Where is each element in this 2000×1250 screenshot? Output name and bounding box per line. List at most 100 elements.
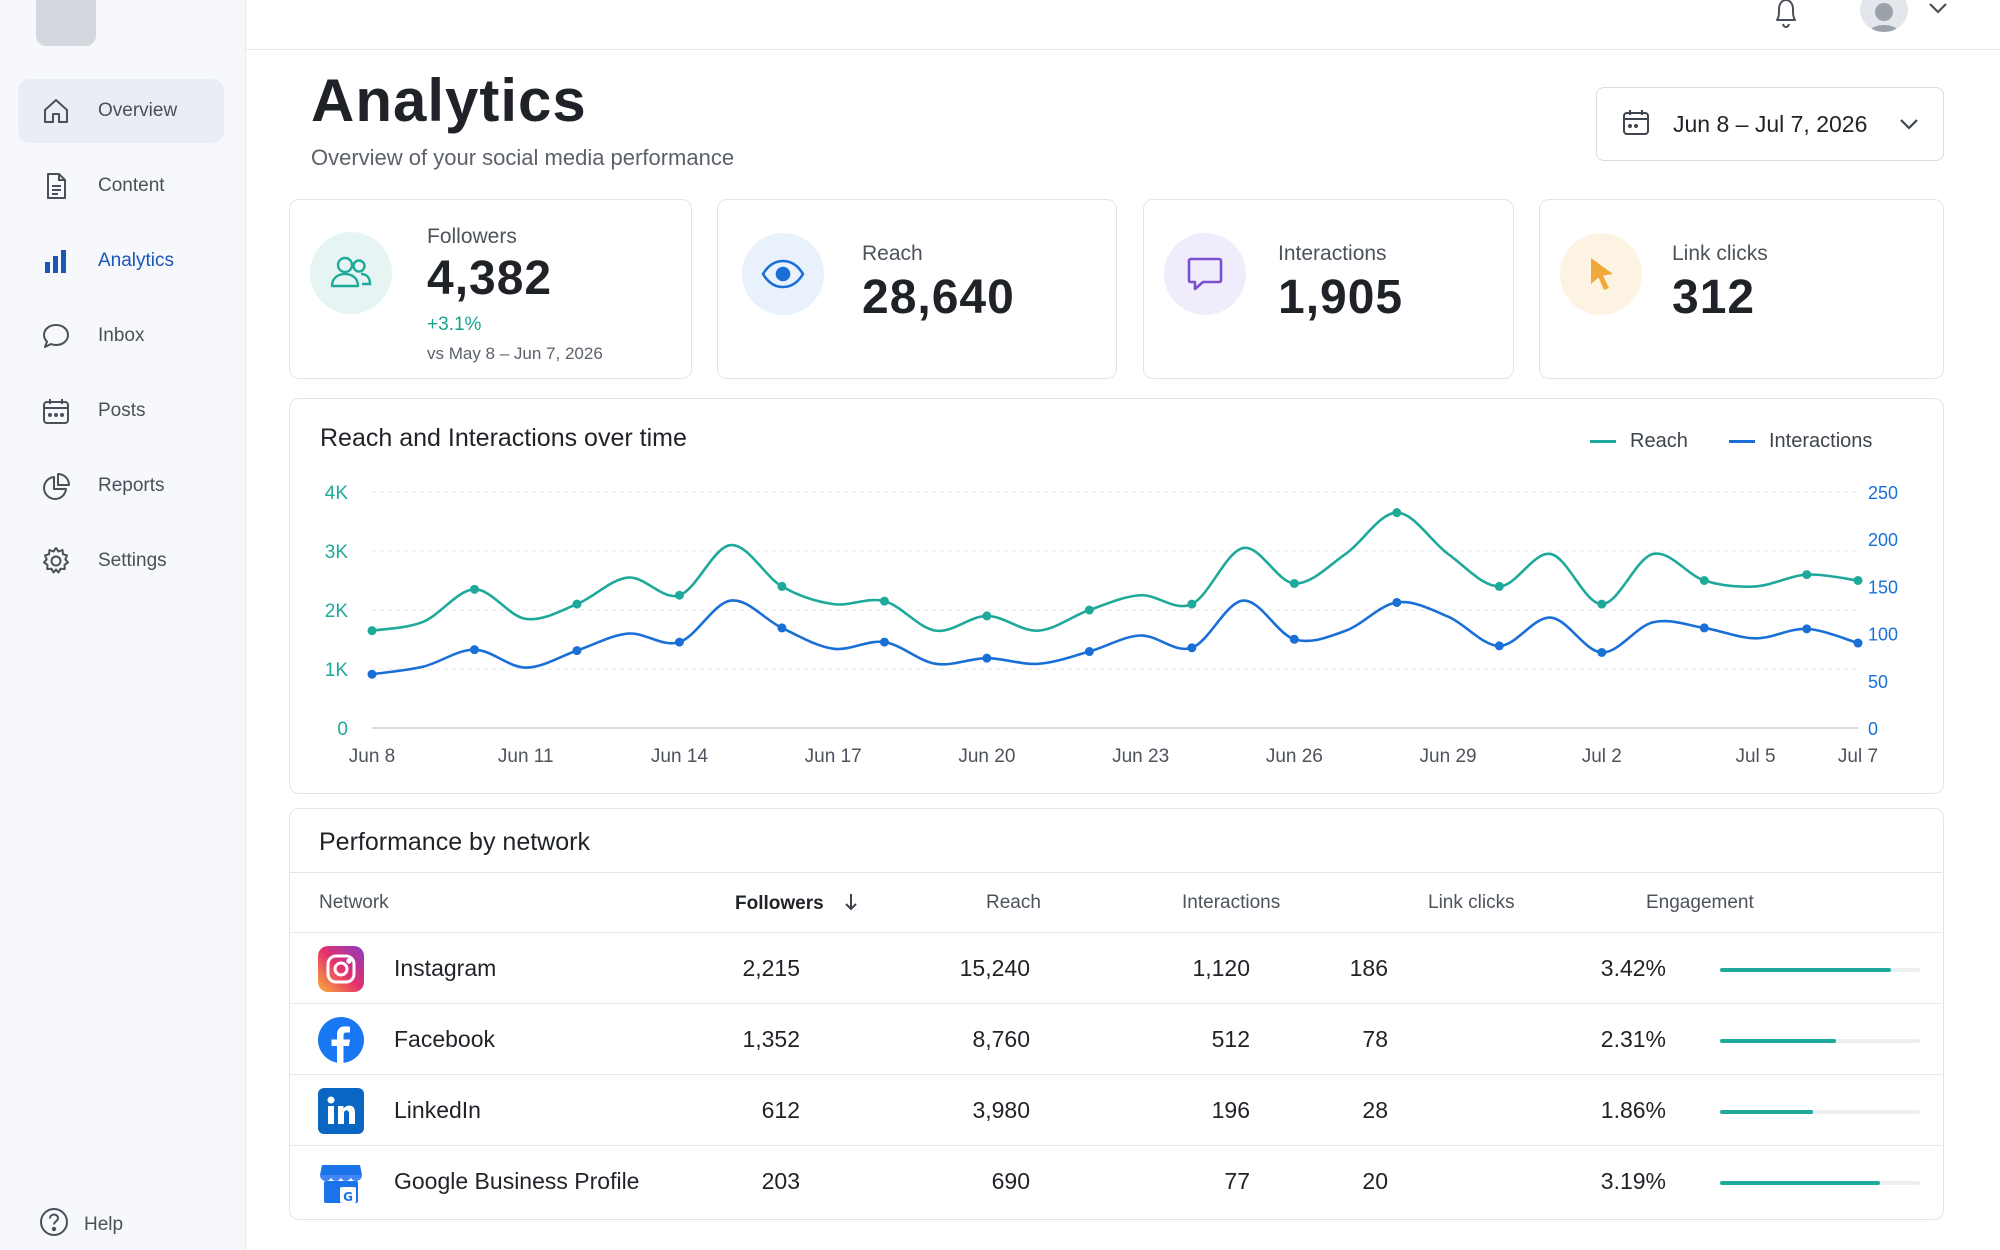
engagement-bar-fill xyxy=(1720,1039,1836,1043)
network-name: Facebook xyxy=(394,1026,496,1052)
kpi-label: Interactions xyxy=(1278,242,1387,265)
table-row[interactable]: Instagram 2,215 15,240 1,120 186 3.42% xyxy=(290,932,1942,1003)
sidebar-item-label: Posts xyxy=(98,400,146,421)
engagement-value: 3.19% xyxy=(1600,1168,1666,1194)
y-left-tick-label: 3K xyxy=(325,542,349,563)
followers-value: 612 xyxy=(761,1097,800,1123)
app-logo[interactable] xyxy=(36,0,96,46)
data-point-reach xyxy=(1494,581,1504,591)
data-point-interactions xyxy=(674,637,684,647)
kpi-label: Reach xyxy=(862,242,923,265)
x-tick-label: Jun 20 xyxy=(958,746,1015,767)
series-line-reach xyxy=(371,511,1859,633)
chevron-down-icon[interactable] xyxy=(1926,0,1950,23)
cursor-icon xyxy=(1560,233,1642,315)
table-row[interactable]: LinkedIn 612 3,980 196 28 1.86% xyxy=(290,1074,1942,1145)
y-right-tick-label: 250 xyxy=(1868,483,1898,503)
legend-swatch xyxy=(1590,440,1616,443)
x-tick-label: Jul 7 xyxy=(1838,746,1878,767)
reach-value: 8,760 xyxy=(972,1026,1030,1052)
data-point-interactions xyxy=(879,637,889,647)
help-label: Help xyxy=(84,1213,124,1235)
engagement-bar xyxy=(1720,1110,1920,1114)
data-point-interactions xyxy=(1187,643,1197,653)
sidebar-item-posts[interactable]: Posts xyxy=(18,379,224,443)
column-header-interactions[interactable]: Interactions xyxy=(1182,892,1281,913)
document-icon xyxy=(40,170,72,202)
y-left-tick-label: 0 xyxy=(337,719,348,740)
sidebar-item-content[interactable]: Content xyxy=(18,154,224,218)
network-table-card xyxy=(289,808,1944,1220)
sidebar-item-inbox[interactable]: Inbox xyxy=(18,304,224,368)
network-name: Google Business Profile xyxy=(394,1168,640,1194)
followers-value: 203 xyxy=(761,1168,800,1194)
column-header-network[interactable]: Network xyxy=(319,892,389,913)
x-tick-label: Jul 2 xyxy=(1582,746,1622,767)
sidebar-item-reports[interactable]: Reports xyxy=(18,454,224,518)
facebook-logo-icon xyxy=(318,1017,364,1063)
engagement-bar-fill xyxy=(1720,1110,1813,1114)
interactions-value: 77 xyxy=(1224,1168,1250,1194)
google-business-logo-icon: G xyxy=(318,1159,364,1205)
sidebar-item-label: Overview xyxy=(98,100,178,121)
network-name: Instagram xyxy=(394,955,497,981)
legend-label: Interactions xyxy=(1769,430,1873,452)
sidebar-item-settings[interactable]: Settings xyxy=(18,529,224,593)
data-point-reach xyxy=(1699,576,1709,585)
x-tick-label: Jun 26 xyxy=(1266,746,1323,767)
x-tick-label: Jun 29 xyxy=(1420,746,1477,767)
data-point-interactions xyxy=(1802,624,1812,634)
column-header-link-clicks[interactable]: Link clicks xyxy=(1428,892,1515,913)
column-header-engagement[interactable]: Engagement xyxy=(1646,892,1754,913)
data-point-reach xyxy=(674,590,684,600)
data-point-interactions xyxy=(1597,647,1607,657)
pie-chart-icon xyxy=(40,470,72,502)
link-clicks-value: 20 xyxy=(1362,1168,1388,1194)
followers-value: 1,352 xyxy=(742,1026,800,1052)
data-point-reach xyxy=(1853,576,1863,585)
data-point-interactions xyxy=(1494,641,1504,651)
y-right-tick-label: 200 xyxy=(1868,530,1898,550)
message-icon xyxy=(1164,233,1246,315)
kpi-card-link-clicks: Link clicks 312 xyxy=(1539,199,1944,379)
engagement-bar-fill xyxy=(1720,1181,1880,1185)
link-clicks-value: 186 xyxy=(1349,955,1388,981)
kpi-label: Link clicks xyxy=(1672,242,1768,265)
legend-item-reach[interactable]: Reach xyxy=(1590,430,1688,453)
x-tick-label: Jun 11 xyxy=(498,746,554,767)
y-left-tick-label: 1K xyxy=(325,660,349,681)
column-header-followers[interactable]: Followers xyxy=(735,892,859,918)
date-range-picker[interactable]: Jun 8 – Jul 7, 2026 xyxy=(1596,87,1944,161)
link-clicks-value: 78 xyxy=(1362,1026,1388,1052)
table-row[interactable]: G Google Business Profile 203 690 77 20 … xyxy=(290,1145,1942,1216)
data-point-reach xyxy=(1187,599,1197,609)
network-name: LinkedIn xyxy=(394,1097,481,1123)
notifications-bell-icon[interactable] xyxy=(1768,0,1804,30)
sidebar-item-analytics[interactable]: Analytics xyxy=(18,229,224,293)
y-right-tick-label: 150 xyxy=(1868,577,1898,597)
top-bar xyxy=(246,0,2000,50)
help-link[interactable]: Help xyxy=(38,1206,123,1243)
page-title: Analytics xyxy=(311,67,587,134)
engagement-value: 2.31% xyxy=(1600,1026,1666,1052)
sidebar-item-overview[interactable]: Overview xyxy=(18,79,224,143)
sort-arrow-down-icon xyxy=(843,892,859,918)
kpi-value: 28,640 xyxy=(862,271,1015,324)
legend-item-interactions[interactable]: Interactions xyxy=(1729,430,1872,453)
gear-icon xyxy=(40,545,72,577)
help-icon xyxy=(38,1206,70,1243)
page-subtitle: Overview of your social media performanc… xyxy=(311,145,735,170)
data-point-interactions xyxy=(572,646,582,656)
data-point-reach xyxy=(982,611,992,621)
data-point-reach xyxy=(367,626,377,636)
x-tick-label: Jun 17 xyxy=(805,746,862,767)
calendar-icon xyxy=(40,395,72,427)
y-right-tick-label: 0 xyxy=(1868,719,1878,739)
column-header-reach[interactable]: Reach xyxy=(986,892,1041,913)
calendar-icon xyxy=(1621,107,1651,142)
engagement-bar xyxy=(1720,1039,1920,1043)
data-point-reach xyxy=(572,599,582,609)
data-point-interactions xyxy=(1853,638,1863,648)
table-row[interactable]: Facebook 1,352 8,760 512 78 2.31% xyxy=(290,1003,1942,1074)
data-point-reach xyxy=(1392,508,1402,518)
